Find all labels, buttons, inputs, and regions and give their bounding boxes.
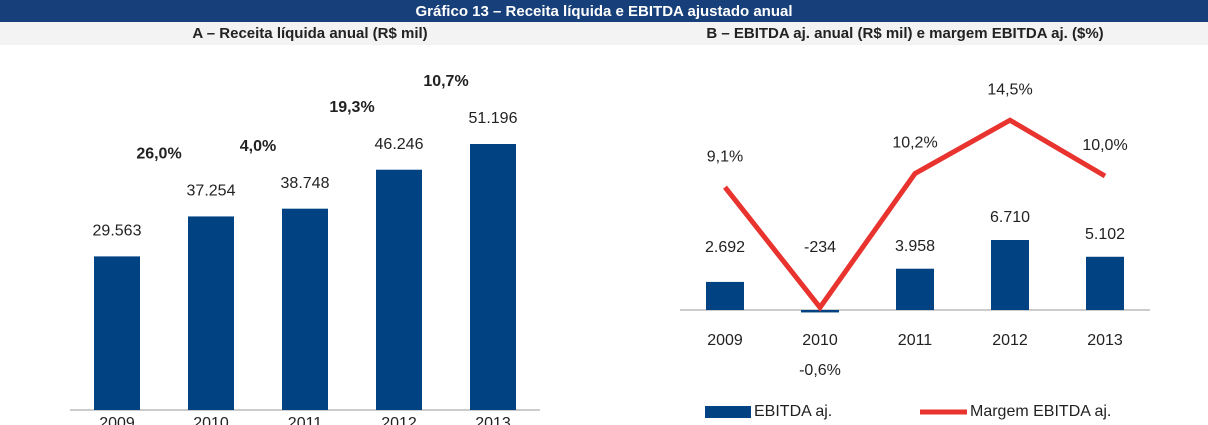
growth-label: 4,0% bbox=[240, 138, 276, 155]
value-label: 37.254 bbox=[187, 183, 236, 200]
bar bbox=[896, 268, 934, 310]
value-label: 3.958 bbox=[895, 238, 935, 255]
value-label: 29.563 bbox=[93, 223, 142, 240]
growth-label: 26,0% bbox=[136, 146, 181, 163]
chart-title: B – EBITDA aj. anual (R$ mil) e margem E… bbox=[706, 25, 1103, 42]
x-tick-label: 2009 bbox=[99, 415, 135, 425]
value-label: 46.246 bbox=[375, 136, 424, 153]
bar bbox=[376, 169, 422, 410]
line-label: 10,0% bbox=[1082, 137, 1127, 154]
legend-label: Margem EBITDA aj. bbox=[970, 403, 1111, 420]
value-label: 2.692 bbox=[705, 239, 745, 256]
bar bbox=[1086, 256, 1124, 310]
value-label: 38.748 bbox=[281, 175, 330, 192]
subtitle-bar bbox=[0, 22, 1208, 45]
legend-swatch bbox=[705, 406, 751, 418]
x-tick-label: 2010 bbox=[193, 415, 229, 425]
page-title: Gráfico 13 – Receita líquida e EBITDA aj… bbox=[415, 3, 792, 20]
x-tick-label: 2012 bbox=[381, 415, 417, 425]
bar bbox=[188, 216, 234, 410]
x-tick-label: 2011 bbox=[288, 415, 323, 425]
value-label: 5.102 bbox=[1085, 226, 1125, 243]
line-label: -0,6% bbox=[799, 362, 841, 379]
line-label: 9,1% bbox=[707, 148, 743, 165]
header-bar bbox=[0, 0, 1208, 22]
x-tick-label: 2010 bbox=[802, 332, 838, 349]
value-label: 51.196 bbox=[469, 110, 518, 127]
bar bbox=[991, 240, 1029, 310]
x-tick-label: 2013 bbox=[1087, 332, 1123, 349]
chart-title: A – Receita líquida anual (R$ mil) bbox=[192, 25, 427, 42]
line-label: 14,5% bbox=[987, 81, 1032, 98]
x-tick-label: 2011 bbox=[898, 332, 933, 349]
x-tick-label: 2009 bbox=[707, 332, 743, 349]
value-label: -234 bbox=[804, 239, 836, 256]
x-tick-label: 2012 bbox=[992, 332, 1028, 349]
bar bbox=[706, 281, 744, 310]
line bbox=[723, 117, 1107, 312]
x-tick-label: 2013 bbox=[475, 415, 511, 425]
line-label: 10,2% bbox=[892, 135, 937, 152]
bar bbox=[94, 256, 140, 410]
growth-label: 10,7% bbox=[423, 73, 468, 90]
value-label: 6.710 bbox=[990, 209, 1030, 226]
bar bbox=[282, 208, 328, 410]
growth-label: 19,3% bbox=[329, 99, 374, 116]
bar bbox=[470, 144, 516, 410]
legend-label: EBITDA aj. bbox=[754, 403, 832, 420]
